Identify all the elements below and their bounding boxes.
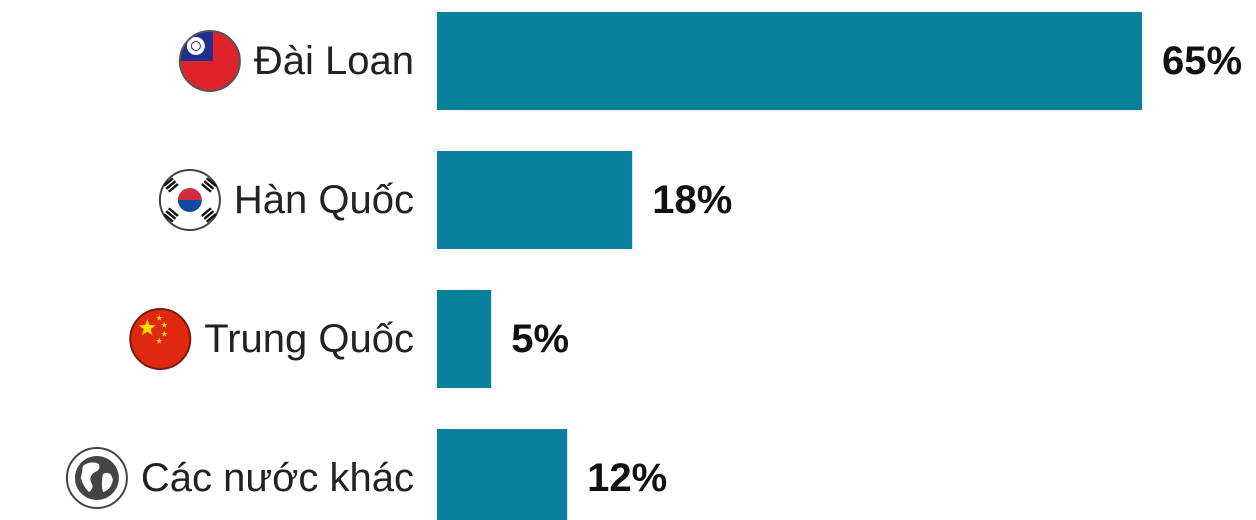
labels-layer: Đài Loan 65% Hàn Quốc 18% Trung Quốc 5% Các nư…: [65, 30, 1242, 509]
value-label: 12%: [587, 456, 667, 500]
bar: [437, 12, 1142, 110]
category-label: Trung Quốc: [204, 317, 414, 361]
south-korea-flag-icon: [158, 169, 221, 231]
bars-layer: [437, 12, 1142, 520]
value-label: 5%: [511, 317, 569, 361]
bar: [437, 151, 633, 249]
value-label: 18%: [652, 178, 732, 222]
category-label: Các nước khác: [141, 456, 414, 500]
globe-icon: [65, 447, 128, 509]
category-label: Đài Loan: [254, 39, 414, 83]
taiwan-flag-icon: [178, 30, 241, 92]
bar: [437, 429, 568, 520]
category-label: Hàn Quốc: [234, 178, 414, 222]
value-label: 65%: [1162, 39, 1242, 83]
china-flag-icon: [129, 308, 192, 370]
bar: [437, 290, 492, 388]
